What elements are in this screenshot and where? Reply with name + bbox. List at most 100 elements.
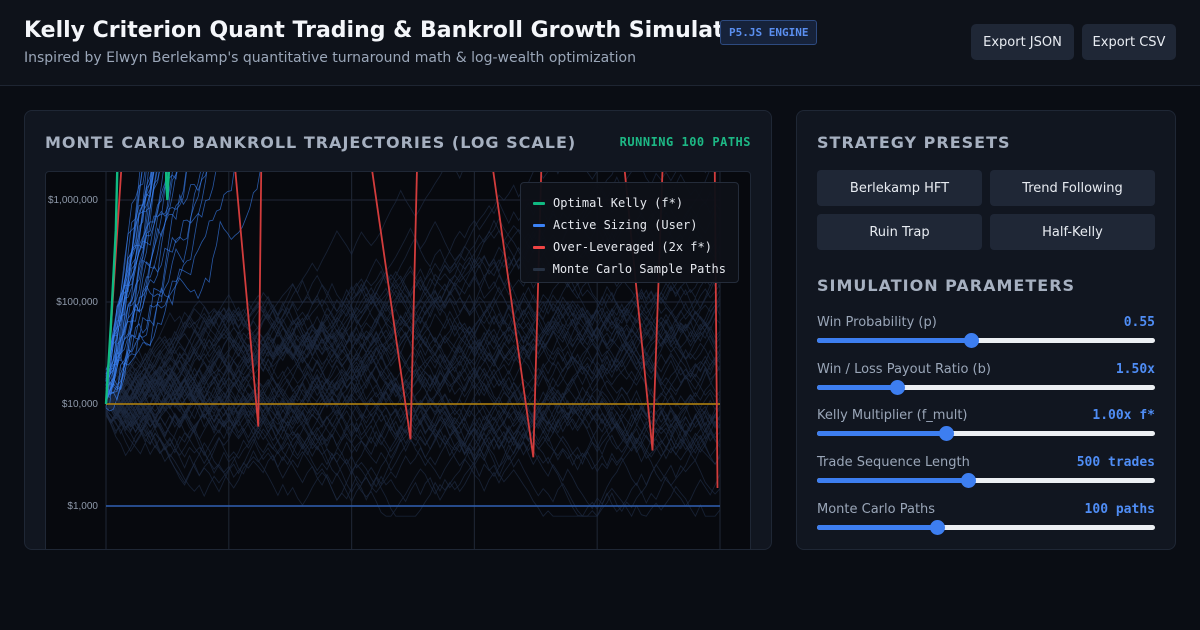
- active-sizing-path: [105, 172, 153, 403]
- active-sizing-path: [105, 172, 187, 398]
- active-sizing-path: [105, 172, 235, 389]
- legend-swatch: [533, 201, 545, 205]
- legend-swatch: [533, 267, 545, 271]
- legend-swatch: [533, 245, 545, 249]
- win-probability-control: Win Probability (p) 0.55: [817, 315, 1155, 355]
- preset-ruin-trap-button[interactable]: Ruin Trap: [817, 214, 982, 250]
- param-value: 1.00x f*: [1092, 408, 1155, 423]
- param-label: Win Probability (p): [817, 315, 937, 330]
- param-value: 100 paths: [1084, 502, 1155, 517]
- active-sizing-path: [105, 172, 143, 387]
- kelly-multiplier-control: Kelly Multiplier (f_mult) 1.00x f*: [817, 408, 1155, 448]
- mc-sample-path: [105, 376, 721, 460]
- mc-sample-path: [105, 375, 721, 463]
- param-label: Win / Loss Payout Ratio (b): [817, 362, 991, 377]
- payout-ratio-control: Win / Loss Payout Ratio (b) 1.50x: [817, 362, 1155, 402]
- preset-half-kelly-button[interactable]: Half-Kelly: [990, 214, 1155, 250]
- slider-thumb[interactable]: [889, 380, 905, 395]
- payout-ratio-slider[interactable]: [817, 380, 1155, 395]
- mc-sample-path: [105, 359, 721, 517]
- trade-length-slider[interactable]: [817, 473, 1155, 488]
- active-sizing-path: [105, 172, 178, 380]
- page-subtitle: Inspired by Elwyn Berlekamp's quantitati…: [24, 50, 636, 66]
- legend-label: Over-Leveraged (2x f*): [553, 240, 712, 254]
- active-sizing-path: [105, 172, 207, 408]
- parameters-title: SIMULATION PARAMETERS: [817, 276, 1076, 295]
- presets-title: STRATEGY PRESETS: [817, 133, 1011, 152]
- monte-carlo-paths-control: Monte Carlo Paths 100 paths: [817, 502, 1155, 542]
- export-csv-button[interactable]: Export CSV: [1082, 24, 1176, 60]
- legend-item: Monte Carlo Sample Paths: [533, 258, 726, 280]
- mc-sample-path: [105, 355, 721, 450]
- slider-fill: [817, 431, 947, 436]
- active-sizing-path: [105, 172, 204, 394]
- param-label: Kelly Multiplier (f_mult): [817, 408, 968, 423]
- trade-length-control: Trade Sequence Length 500 trades: [817, 455, 1155, 495]
- mc-sample-path: [105, 307, 721, 484]
- mc-sample-path: [105, 382, 721, 518]
- active-sizing-path: [105, 172, 178, 412]
- slider-fill: [817, 478, 969, 483]
- active-sizing-path: [105, 172, 168, 399]
- app-header: Kelly Criterion Quant Trading & Bankroll…: [0, 0, 1200, 86]
- y-tick-label: $10,000: [62, 399, 99, 410]
- slider-thumb[interactable]: [963, 333, 979, 348]
- legend-swatch: [533, 223, 545, 227]
- chart-legend: Optimal Kelly (f*) Active Sizing (User) …: [520, 182, 739, 283]
- y-tick-label: $1,000,000: [48, 195, 98, 206]
- active-sizing-path: [105, 172, 141, 370]
- slider-thumb[interactable]: [939, 426, 955, 441]
- active-sizing-path: [105, 172, 261, 406]
- active-sizing-path: [105, 172, 155, 402]
- active-sizing-path: [105, 172, 217, 400]
- trajectory-chart: $1,000,000 $100,000 $10,000 $1,000 Optimal …: [45, 171, 751, 549]
- slider-fill: [817, 385, 897, 390]
- param-value: 0.55: [1123, 315, 1155, 330]
- param-label: Trade Sequence Length: [817, 455, 970, 470]
- kelly-multiplier-slider[interactable]: [817, 426, 1155, 441]
- preset-trend-following-button[interactable]: Trend Following: [990, 170, 1155, 206]
- monte-carlo-paths-slider[interactable]: [817, 520, 1155, 535]
- slider-thumb[interactable]: [929, 520, 945, 535]
- y-tick-label: $100,000: [56, 297, 98, 308]
- param-value: 500 trades: [1076, 455, 1155, 470]
- active-sizing-path: [105, 172, 152, 382]
- mc-sample-path: [105, 385, 721, 517]
- engine-badge: P5.JS ENGINE: [720, 20, 818, 45]
- active-sizing-path: [105, 172, 143, 385]
- legend-label: Monte Carlo Sample Paths: [552, 262, 726, 276]
- export-json-button[interactable]: Export JSON: [971, 24, 1074, 60]
- chart-panel-title: MONTE CARLO BANKROLL TRAJECTORIES (LOG S…: [45, 133, 577, 152]
- active-sizing-path: [105, 172, 157, 392]
- mc-sample-path: [105, 291, 721, 432]
- over-leveraged-path: [105, 172, 719, 489]
- chart-panel: MONTE CARLO BANKROLL TRAJECTORIES (LOG S…: [24, 110, 772, 550]
- active-sizing-path: [105, 172, 201, 393]
- mc-sample-path: [105, 387, 721, 489]
- mc-sample-path: [105, 172, 717, 425]
- slider-fill: [817, 525, 937, 530]
- mc-sample-path: [105, 320, 721, 503]
- legend-label: Active Sizing (User): [553, 218, 698, 232]
- slider-fill: [817, 338, 971, 343]
- legend-item: Active Sizing (User): [533, 214, 726, 236]
- param-value: 1.50x: [1115, 362, 1155, 377]
- preset-berlekamp-hft-button[interactable]: Berlekamp HFT: [817, 170, 982, 206]
- control-panel: STRATEGY PRESETS Berlekamp HFT Trend Fol…: [796, 110, 1176, 550]
- legend-item: Optimal Kelly (f*): [533, 192, 726, 214]
- y-tick-label: $1,000: [67, 501, 98, 512]
- page-title: Kelly Criterion Quant Trading & Bankroll…: [24, 18, 750, 43]
- legend-item: Over-Leveraged (2x f*): [533, 236, 726, 258]
- optimal-kelly-path: [104, 172, 171, 405]
- legend-label: Optimal Kelly (f*): [553, 196, 684, 210]
- mc-sample-path: [105, 325, 721, 454]
- simulation-status: RUNNING 100 PATHS: [619, 135, 751, 149]
- trajectory-chart-svg: $1,000,000 $100,000 $10,000 $1,000: [48, 172, 721, 549]
- param-label: Monte Carlo Paths: [817, 502, 936, 517]
- active-sizing-path: [105, 172, 187, 395]
- win-probability-slider[interactable]: [817, 333, 1155, 348]
- mc-sample-path: [105, 355, 721, 461]
- mc-sample-path: [105, 172, 614, 433]
- mc-sample-path: [105, 289, 721, 503]
- slider-thumb[interactable]: [961, 473, 977, 488]
